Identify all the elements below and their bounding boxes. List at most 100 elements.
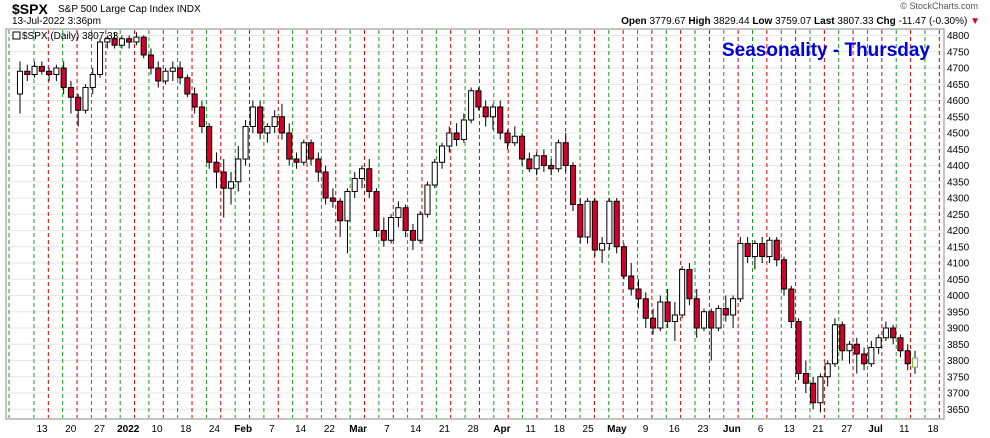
candle-body	[671, 314, 678, 322]
x-tick-label: 6	[758, 424, 764, 435]
candle-body	[824, 363, 831, 378]
candle-body	[635, 288, 642, 300]
candle-body	[424, 184, 431, 215]
candle	[111, 32, 118, 49]
candle-body	[853, 343, 860, 355]
candle-body	[497, 106, 504, 134]
candle	[708, 308, 715, 361]
x-tick-label: 13	[36, 424, 48, 435]
high-label: High	[688, 16, 711, 27]
y-tick-label: 4750	[947, 47, 970, 58]
candle	[206, 123, 213, 169]
x-tick-label: 7	[384, 424, 390, 435]
candle	[839, 321, 846, 361]
candle-body	[82, 87, 89, 111]
candle-body	[417, 213, 424, 241]
candle	[700, 308, 708, 332]
symbol: $SPX	[12, 1, 48, 17]
candle-body	[344, 191, 351, 222]
candle	[337, 198, 344, 237]
candle	[831, 318, 839, 367]
candle-body	[722, 308, 729, 316]
candle-body	[31, 65, 38, 75]
brand-label[interactable]: © StockCharts.com	[900, 1, 978, 11]
y-tick-label: 4400	[947, 161, 970, 172]
candle-body	[147, 54, 155, 69]
y-tick-label: 3900	[947, 324, 970, 335]
candle-body	[802, 373, 809, 384]
candle	[388, 214, 395, 244]
candle	[257, 100, 264, 140]
y-tick-label: 4100	[947, 259, 970, 270]
candle	[344, 188, 351, 254]
candle-body	[730, 298, 737, 316]
chg-value: -11.47 (-0.30%)	[898, 16, 968, 27]
candle-body	[795, 321, 802, 374]
low-label: Low	[752, 16, 773, 27]
candle-body	[104, 38, 111, 43]
x-tick-label: 13	[784, 424, 796, 435]
candle	[308, 139, 315, 166]
candle	[177, 61, 184, 85]
candle-body	[162, 70, 169, 82]
candle	[890, 324, 897, 345]
x-tick-label: Apr	[493, 424, 510, 435]
candle-body	[846, 343, 853, 352]
x-tick-label: 27	[94, 424, 106, 435]
candle	[460, 113, 467, 143]
x-tick-label: 16	[669, 424, 681, 435]
candle	[810, 376, 817, 410]
candle	[155, 61, 162, 88]
candle-body	[53, 67, 60, 75]
candle	[635, 279, 642, 309]
candle-body	[249, 106, 256, 127]
y-tick-label: 4450	[947, 145, 970, 156]
candle	[75, 94, 82, 127]
x-tick-label: 14	[295, 424, 307, 435]
candle	[366, 159, 373, 198]
candle	[191, 87, 198, 114]
candle	[380, 217, 387, 247]
x-tick-label: 18	[180, 424, 192, 435]
candle	[453, 123, 460, 146]
candle	[577, 198, 584, 244]
candle	[730, 295, 737, 328]
candle-body	[613, 200, 620, 248]
candle-body	[16, 70, 24, 95]
candle-body	[475, 90, 482, 108]
candle	[96, 38, 104, 78]
x-tick-label: 11	[899, 424, 910, 435]
candle-body	[373, 191, 380, 231]
candle-body	[700, 311, 708, 329]
x-tick-label: 24	[209, 424, 221, 435]
x-tick-label: Feb	[234, 424, 252, 435]
candle-body	[904, 350, 911, 365]
candle	[482, 100, 489, 127]
candle	[489, 103, 497, 130]
x-tick-label: 9	[643, 424, 649, 435]
candle	[227, 172, 235, 205]
last-label: Last	[814, 16, 835, 27]
y-tick-label: 4300	[947, 194, 970, 205]
candle-body	[446, 132, 453, 147]
high-value: 3829.44	[713, 16, 750, 27]
candle	[533, 152, 540, 176]
x-tick-label: 14	[410, 424, 422, 435]
candle-body	[839, 324, 846, 352]
candle-body	[380, 230, 387, 241]
candle-body	[759, 243, 766, 257]
candle	[300, 139, 307, 166]
candle	[133, 32, 140, 46]
candle	[526, 152, 533, 172]
candle	[373, 188, 380, 237]
candle-body	[388, 217, 395, 241]
candle-body	[540, 155, 547, 166]
candle	[169, 61, 176, 81]
candle	[795, 318, 802, 380]
y-tick-label: 4600	[947, 96, 970, 107]
candle-body	[890, 327, 897, 339]
candle-body	[817, 376, 824, 404]
y-tick-label: 4200	[947, 226, 970, 237]
candle-body	[133, 36, 140, 43]
candle-body	[198, 106, 205, 127]
